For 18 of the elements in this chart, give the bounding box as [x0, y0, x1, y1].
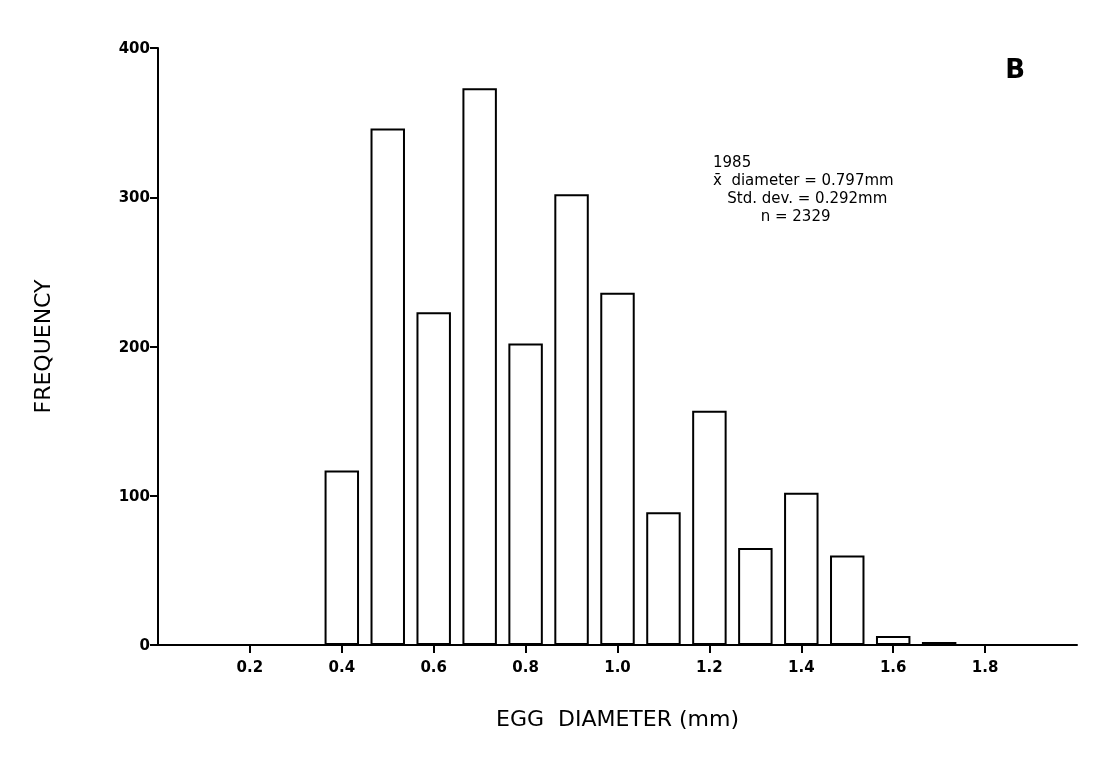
x-axis-title: EGG DIAMETER (mm)	[496, 705, 739, 731]
x-tick-label: 1.8	[971, 657, 999, 676]
y-tick-label: 300	[118, 188, 150, 207]
x-tick-label: 1.4	[788, 657, 815, 676]
x-tick-label: 1.0	[604, 657, 631, 676]
annotation: B	[1005, 54, 1026, 84]
x-tick-label: 1.2	[696, 657, 723, 676]
y-tick-label: 0	[139, 636, 150, 654]
y-tick-label: 100	[118, 486, 150, 505]
x-tick-label: 0.8	[512, 657, 539, 676]
x-tick-label: 0.2	[236, 657, 264, 676]
annotation: 1985 x̄ diameter = 0.797mm Std. dev. = 0.292mm n = 2329	[713, 153, 894, 225]
y-tick-label: 200	[118, 337, 150, 356]
x-tick-label: 0.6	[420, 657, 447, 676]
x-tick-label: 1.6	[879, 657, 907, 676]
x-tick-label: 0.4	[328, 657, 356, 676]
y-tick-label: 400	[118, 39, 150, 57]
y-axis-title: FREQUENCY	[29, 278, 55, 414]
